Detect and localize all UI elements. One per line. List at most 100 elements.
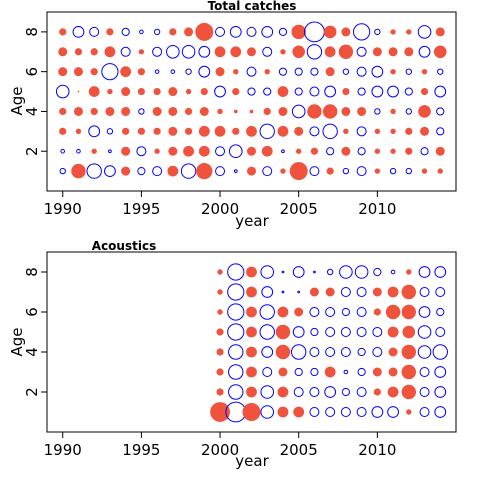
bubble-mark	[289, 162, 308, 181]
bubble-mark	[292, 266, 305, 278]
bubble-mark	[309, 86, 320, 97]
bubble-mark	[77, 90, 80, 93]
bubble-mark	[260, 405, 275, 419]
bubble-mark	[433, 45, 447, 59]
bubble-mark	[325, 307, 336, 317]
bubble-mark	[401, 344, 417, 360]
bubble-mark	[120, 66, 132, 78]
bubble-mark	[122, 127, 130, 135]
plot-marks	[210, 263, 448, 423]
bubble-mark	[60, 148, 66, 154]
bubble-mark	[246, 346, 257, 358]
bubble-mark	[307, 104, 322, 119]
bubble-mark	[374, 28, 381, 36]
bubble-mark	[338, 44, 354, 59]
bubble-mark	[309, 126, 320, 137]
bubble-mark	[215, 146, 226, 157]
bubble-mark	[293, 406, 305, 418]
bubble-mark	[261, 286, 274, 298]
x-tick-label: 2005	[280, 441, 318, 459]
bubble-mark	[198, 125, 210, 137]
bubble-mark	[374, 148, 381, 154]
bubble-mark	[91, 148, 97, 154]
y-axis-label: Age	[8, 86, 26, 115]
bubble-mark	[137, 127, 145, 135]
bubble-mark	[322, 123, 338, 140]
bubble-mark	[55, 84, 70, 99]
bubble-mark	[341, 387, 350, 397]
bubble-mark	[390, 108, 396, 115]
bubble-mark	[196, 163, 213, 180]
bubble-mark	[262, 367, 273, 377]
bubble-mark	[419, 387, 430, 397]
plot-marks	[55, 21, 447, 181]
bubble-mark	[419, 287, 430, 297]
bubble-mark	[72, 25, 85, 38]
bubble-mark	[181, 44, 196, 59]
bubble-mark	[261, 25, 274, 38]
bubble-mark	[419, 367, 430, 377]
bubble-mark	[405, 147, 413, 155]
bubble-mark	[106, 128, 114, 135]
bubble-mark	[195, 22, 214, 41]
bubble-mark	[277, 306, 289, 318]
bubble-mark	[309, 387, 320, 397]
y-tick-label: 2	[23, 146, 41, 156]
bubble-mark	[401, 284, 417, 300]
bubble-mark	[227, 263, 245, 281]
chart-title: Acoustics	[92, 239, 156, 253]
bubble-mark	[153, 87, 161, 96]
bubble-mark	[259, 324, 275, 340]
bubble-mark	[168, 126, 178, 136]
bubble-mark	[259, 304, 275, 320]
bubble-mark	[101, 63, 119, 81]
bubble-mark	[121, 166, 131, 176]
bubble-mark	[180, 163, 197, 179]
bubble-mark	[184, 107, 193, 116]
bubble-mark	[214, 85, 226, 98]
bubble-mark	[356, 126, 367, 137]
bubble-mark	[371, 85, 384, 98]
x-tick-label: 2010	[358, 200, 396, 218]
bubble-mark	[280, 168, 286, 174]
bubble-mark	[59, 167, 66, 175]
bubble-mark	[390, 68, 396, 75]
x-tick-label: 2000	[201, 441, 239, 459]
bubble-mark	[436, 107, 445, 116]
bubble-mark	[326, 147, 335, 156]
bubble-mark	[59, 127, 67, 135]
bubble-mark	[402, 325, 416, 339]
bubble-mark	[421, 68, 428, 75]
bubble-mark	[121, 106, 131, 116]
bubble-mark	[278, 67, 288, 76]
bubble-mark	[404, 47, 414, 57]
bubble-mark	[292, 45, 305, 59]
y-tick-label: 8	[23, 27, 41, 37]
bubble-mark	[325, 327, 336, 337]
x-tick-label: 2000	[201, 200, 239, 218]
bubble-mark	[421, 168, 428, 174]
bubble-mark	[217, 289, 223, 295]
bubble-mark	[233, 169, 238, 173]
bubble-mark	[373, 267, 382, 277]
bubble-mark	[373, 388, 381, 396]
x-tick-label: 1995	[122, 200, 160, 218]
bubble-mark	[262, 46, 273, 57]
x-tick-label: 1995	[122, 441, 160, 459]
axis-ticks: 1990 1995 2000 2005 2010 2 4 6 8	[23, 267, 396, 459]
bubble-mark	[90, 48, 98, 56]
bubble-mark	[341, 307, 350, 317]
y-tick-label: 6	[23, 307, 41, 317]
bubble-mark	[59, 107, 67, 116]
bubble-mark	[152, 166, 163, 177]
bubble-mark	[294, 87, 303, 96]
x-axis-label: year	[235, 212, 269, 230]
bubble-mark	[420, 126, 430, 136]
bubble-mark	[418, 306, 431, 318]
bubble-mark	[90, 107, 98, 116]
bubble-mark	[340, 407, 351, 417]
bubble-mark	[246, 366, 257, 378]
bubble-mark	[342, 87, 350, 96]
bubble-mark	[435, 146, 445, 156]
bubble-mark	[198, 65, 211, 78]
